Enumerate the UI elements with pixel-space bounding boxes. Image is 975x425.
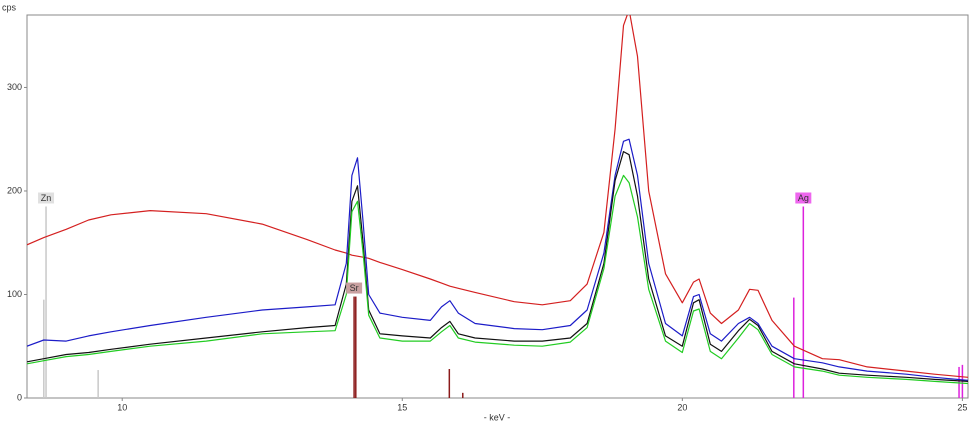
element-tag: [795, 192, 812, 204]
y-axis-label: cps: [2, 2, 17, 12]
plot-frame: [26, 14, 969, 399]
y-tick-label: 0: [17, 392, 22, 402]
spectrum-line: [27, 138, 968, 381]
element-tag: [346, 282, 363, 294]
y-tick-label: 100: [7, 289, 22, 299]
y-tick-label: 200: [7, 185, 22, 195]
y-tick-label: 300: [7, 82, 22, 92]
element-label: Sr: [350, 283, 359, 293]
element-label: Ag: [798, 193, 809, 203]
x-axis-label: - keV -: [484, 412, 511, 422]
x-tick-label: 10: [117, 402, 127, 412]
x-tick-label: 25: [957, 402, 967, 412]
x-tick-label: 15: [397, 402, 407, 412]
spectrum-line: [27, 151, 968, 382]
element-tag: [38, 192, 55, 204]
plot-area: [27, 15, 968, 398]
element-label: Zn: [41, 193, 52, 203]
x-tick-label: 20: [677, 402, 687, 412]
spectrum-line: [27, 174, 968, 385]
spectrum-line: [27, 15, 968, 378]
